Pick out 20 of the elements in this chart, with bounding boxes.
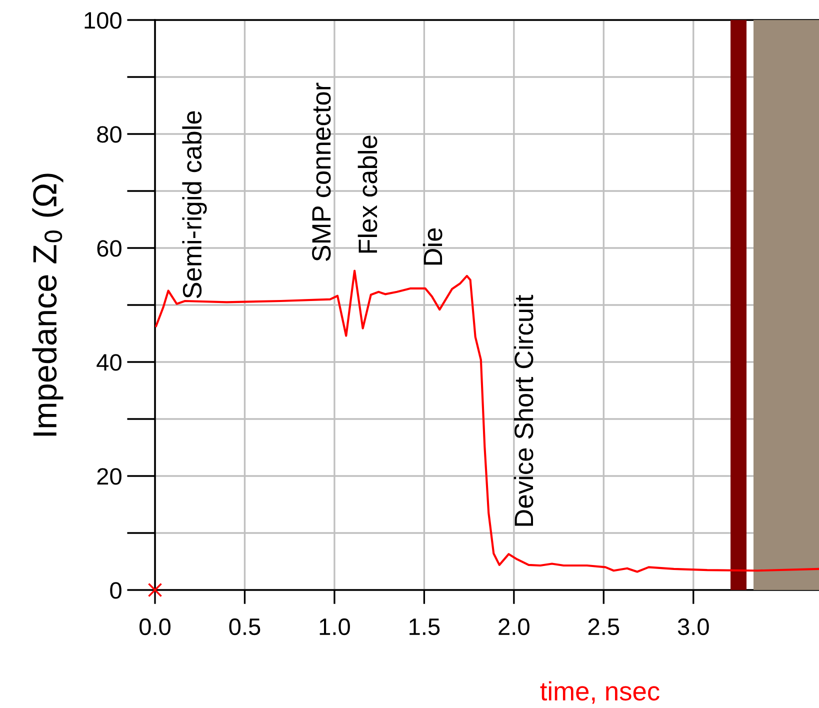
annotation: Device Short Circuit <box>514 294 534 526</box>
annotation: Flex cable <box>358 136 378 253</box>
annotation: Semi-rigid cable <box>182 111 207 298</box>
annotation: SMP connector <box>312 82 331 262</box>
x-tick-label: 3.0 <box>678 618 709 636</box>
y-tick-label: 80 <box>97 126 122 143</box>
y-axis-title: Impedance Z$_{0}$ (Ω) <box>32 174 64 436</box>
x-tick-label: 0.5 <box>229 618 260 636</box>
y-tick-label: 20 <box>97 468 122 485</box>
x-tick-label: 2.0 <box>498 618 530 636</box>
annotation: Die <box>422 228 442 265</box>
x-tick-label: 2.5 <box>588 618 620 636</box>
x-tick-label: 1.5 <box>410 618 440 636</box>
x-tick-label: 1.0 <box>320 618 350 636</box>
y-tick-label: 60 <box>97 240 122 257</box>
y-tick-label: 0 <box>110 582 122 599</box>
x-axis-title: time, nsec <box>540 681 660 704</box>
x-tick-label: 0.0 <box>140 618 170 636</box>
y-tick-label: 40 <box>96 354 122 371</box>
y-tick-label: 100 <box>84 12 122 29</box>
